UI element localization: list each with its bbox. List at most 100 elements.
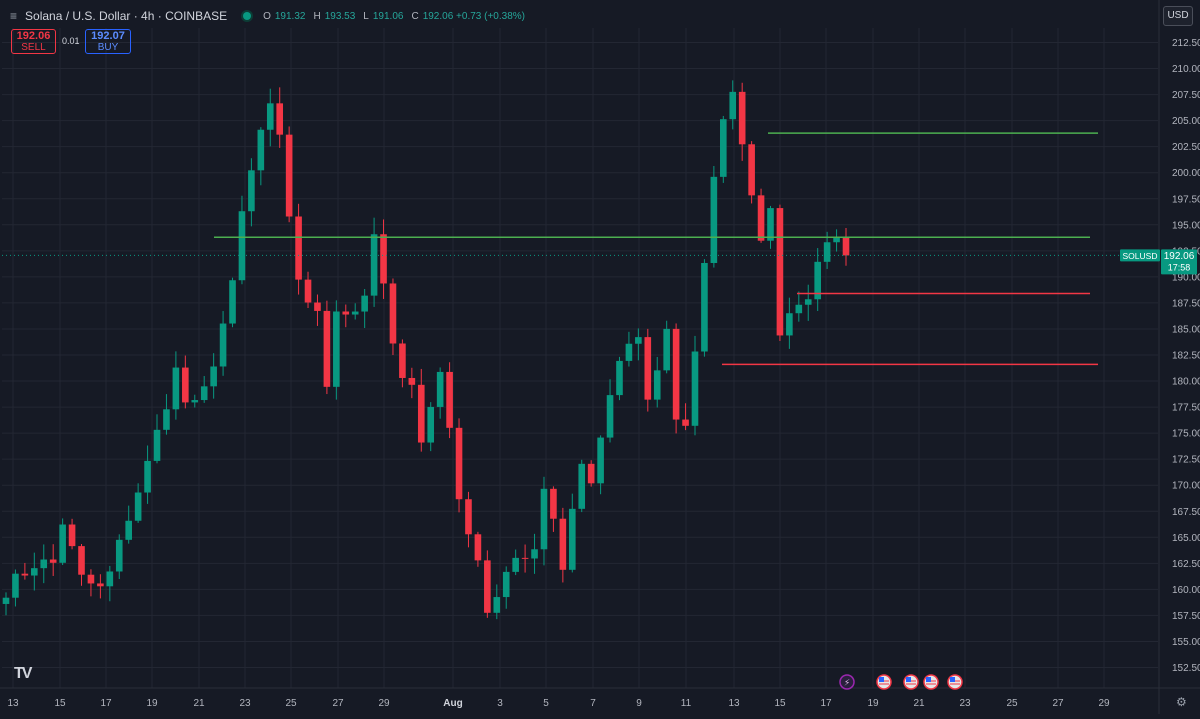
candle-body [182, 367, 189, 403]
candle-body [587, 463, 595, 484]
candle-body [191, 400, 199, 403]
currency-button[interactable]: USD [1163, 6, 1193, 26]
candle-body [720, 119, 727, 177]
candle-body [616, 360, 623, 396]
candle-body [276, 103, 284, 135]
candle-body [295, 216, 302, 280]
candle-body [842, 237, 850, 256]
symbol-header: ≡ Solana / U.S. Dollar · 4h · COINBASE O… [10, 9, 529, 23]
candle-body [342, 311, 350, 315]
candle-body [370, 234, 378, 296]
candle-body [238, 211, 246, 281]
candle-body [512, 557, 519, 572]
candle-body [738, 91, 746, 145]
y-tick-label: 167.50 [1172, 507, 1200, 518]
candle-body [776, 208, 784, 336]
candle-body [786, 313, 793, 336]
buy-button[interactable]: 192.07 BUY [85, 29, 131, 54]
y-tick-label: 170.00 [1172, 481, 1200, 492]
y-tick-label: 175.00 [1172, 429, 1200, 440]
y-tick-label: 195.00 [1172, 220, 1200, 231]
candle-body [804, 299, 812, 305]
x-tick-label: 7 [590, 698, 596, 709]
sell-label: SELL [21, 42, 46, 53]
y-tick-label: 205.00 [1172, 116, 1200, 127]
candle-body [625, 343, 633, 361]
flag-canton [950, 677, 955, 682]
candle-body [502, 571, 510, 598]
last-price-badge [1161, 249, 1197, 275]
lightning-glyph: ⚡ [844, 679, 850, 689]
candle-body [597, 437, 604, 484]
flag-canton [926, 677, 931, 682]
candle-body [484, 560, 491, 613]
candle-body [134, 492, 142, 521]
y-tick-label: 157.50 [1172, 611, 1200, 622]
y-tick-label: 155.00 [1172, 637, 1200, 648]
candle-body [163, 409, 170, 430]
spread-value: 0.01 [62, 36, 80, 46]
candle-body [257, 129, 265, 171]
x-tick-label: 25 [1006, 698, 1018, 709]
candle-body [210, 366, 217, 387]
candle-body [446, 371, 453, 428]
market-status-icon [243, 12, 252, 20]
candle-body [408, 377, 416, 385]
tradingview-logo[interactable]: TV [14, 665, 33, 682]
y-tick-label: 172.50 [1172, 455, 1200, 466]
x-tick-label: 21 [193, 698, 205, 709]
y-tick-label: 207.50 [1172, 90, 1200, 101]
symbol-badge-label: SOLUSD [1123, 251, 1158, 261]
candle-body [672, 328, 680, 420]
x-tick-label: 15 [54, 698, 66, 709]
x-tick-label: 17 [100, 698, 112, 709]
x-tick-label: 29 [1098, 698, 1110, 709]
candle-body [550, 488, 557, 519]
x-tick-label: 5 [543, 698, 549, 709]
y-tick-label: 187.50 [1172, 298, 1200, 309]
candle-body [172, 367, 180, 410]
candle-body [635, 337, 642, 344]
y-tick-label: 182.50 [1172, 351, 1200, 362]
candle-body [115, 539, 123, 572]
y-tick-label: 200.00 [1172, 168, 1200, 179]
candle-body [521, 557, 529, 559]
candle-body [710, 176, 718, 263]
sell-button[interactable]: 192.06 SELL [11, 29, 56, 54]
y-tick-label: 212.50 [1172, 38, 1200, 49]
menu-icon[interactable]: ≡ [10, 9, 18, 23]
x-tick-label: 11 [681, 698, 692, 709]
candle-body [266, 103, 274, 130]
candle-body [323, 310, 331, 387]
candle-body [248, 170, 255, 212]
lightning-icon [839, 674, 855, 690]
x-tick-label: 3 [497, 698, 503, 709]
candle-body [578, 463, 586, 509]
candle-body [568, 508, 576, 570]
flag-canton [879, 677, 884, 682]
x-tick-label: 27 [1052, 698, 1064, 709]
x-tick-label: 23 [239, 698, 251, 709]
candle-body [493, 597, 501, 613]
ohlc-open-label: O [263, 10, 271, 22]
candle-body [31, 568, 38, 576]
candle-body [767, 208, 774, 241]
x-tick-label: 27 [332, 698, 344, 709]
candle-body [314, 302, 321, 311]
candle-body [78, 546, 85, 575]
x-tick-label: 19 [146, 698, 158, 709]
candle-body [417, 384, 425, 443]
gear-icon[interactable]: ⚙ [1176, 695, 1187, 709]
x-tick-label: 17 [820, 698, 832, 709]
x-tick-label: 9 [636, 698, 642, 709]
x-tick-label: Aug [443, 698, 462, 709]
buy-price: 192.07 [91, 30, 125, 42]
candle-body [389, 283, 397, 344]
y-tick-label: 162.50 [1172, 559, 1200, 570]
symbol-title[interactable]: Solana / U.S. Dollar · 4h · COINBASE [25, 9, 228, 23]
x-tick-label: 13 [728, 698, 740, 709]
ohlc-high-value: 193.53 [324, 10, 356, 22]
candle-body [823, 242, 831, 262]
